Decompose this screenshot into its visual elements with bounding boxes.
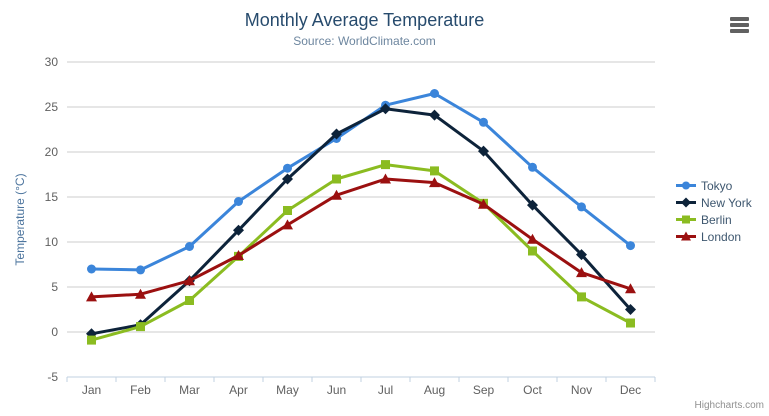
chart-subtitle: Source: WorldClimate.com	[293, 34, 436, 48]
data-point-tokyo[interactable]	[185, 242, 194, 251]
data-point-london[interactable]	[527, 233, 538, 244]
x-axis-label: Sep	[473, 383, 495, 397]
square-marker-icon	[676, 215, 696, 224]
hamburger-icon	[730, 17, 749, 21]
series-line-berlin[interactable]	[90, 163, 632, 342]
data-point-new-york[interactable]	[429, 109, 440, 121]
x-axis-label: Jun	[327, 383, 346, 397]
data-point-tokyo[interactable]	[283, 163, 292, 173]
data-point-berlin[interactable]	[136, 322, 145, 332]
data-point-new-york[interactable]	[331, 128, 342, 140]
legend-item-new-york[interactable]: New York	[676, 194, 752, 211]
data-point-berlin[interactable]	[430, 166, 439, 176]
data-point-london[interactable]	[331, 189, 342, 200]
data-point-tokyo[interactable]	[87, 264, 96, 274]
y-axis-tick-label: 10	[45, 235, 59, 249]
legend-label: New York	[701, 195, 752, 210]
y-axis-tick-label: -5	[47, 370, 58, 384]
data-point-tokyo[interactable]	[136, 265, 145, 275]
data-point-berlin[interactable]	[332, 174, 341, 184]
chart-title: Monthly Average Temperature	[244, 10, 485, 30]
legend: Tokyo New York Berlin London	[676, 177, 752, 245]
y-axis-tick-label: 30	[45, 55, 59, 69]
series-line-new-york[interactable]	[90, 107, 632, 336]
diamond-marker-icon	[681, 197, 691, 208]
triangle-marker-icon	[681, 231, 691, 241]
y-axis-tick-label: 0	[51, 325, 58, 339]
data-point-london[interactable]	[86, 291, 97, 302]
data-point-berlin[interactable]	[381, 160, 390, 170]
data-point-new-york[interactable]	[282, 173, 293, 185]
hamburger-icon	[730, 29, 749, 33]
data-point-london[interactable]	[625, 283, 636, 294]
legend-label: London	[701, 229, 742, 244]
y-axis-tick-label: 20	[45, 145, 59, 159]
series-london[interactable]	[86, 173, 636, 302]
legend-item-london[interactable]: London	[676, 228, 752, 245]
series-tokyo[interactable]	[87, 89, 635, 275]
legend-label: Berlin	[701, 212, 732, 227]
data-point-london[interactable]	[184, 275, 195, 286]
x-axis-label: Nov	[571, 383, 592, 397]
x-axis-label: Mar	[179, 383, 200, 397]
x-axis-label: May	[276, 383, 299, 397]
data-point-new-york[interactable]	[478, 145, 489, 157]
data-point-london[interactable]	[135, 288, 146, 299]
y-axis-tick-label: 25	[45, 100, 59, 114]
x-axis-label: Oct	[523, 383, 542, 397]
data-point-new-york[interactable]	[625, 304, 636, 315]
data-point-berlin[interactable]	[528, 246, 537, 256]
data-point-tokyo[interactable]	[626, 241, 635, 251]
triangle-marker-icon	[676, 231, 696, 241]
legend-label: Tokyo	[701, 178, 733, 193]
data-point-new-york[interactable]	[527, 199, 538, 211]
diamond-marker-icon	[676, 197, 696, 208]
data-point-london[interactable]	[429, 177, 440, 188]
x-axis-label: Aug	[424, 383, 445, 397]
data-point-tokyo[interactable]	[234, 197, 243, 206]
context-menu-button[interactable]	[728, 13, 751, 37]
data-point-berlin[interactable]	[577, 292, 586, 302]
data-point-tokyo[interactable]	[430, 89, 439, 98]
data-point-berlin[interactable]	[87, 335, 96, 345]
data-point-london[interactable]	[282, 219, 293, 230]
x-axis-label: Jan	[82, 383, 101, 397]
legend-item-berlin[interactable]: Berlin	[676, 211, 752, 228]
series-line-london[interactable]	[90, 177, 632, 299]
data-point-berlin[interactable]	[283, 206, 292, 215]
circle-marker-icon	[676, 181, 696, 190]
x-axis-label: Dec	[620, 383, 641, 397]
data-point-tokyo[interactable]	[479, 117, 488, 127]
data-point-london[interactable]	[576, 267, 587, 278]
y-axis-tick-label: 15	[45, 190, 59, 204]
data-point-tokyo[interactable]	[528, 162, 537, 172]
data-point-london[interactable]	[478, 198, 489, 209]
square-marker-icon	[682, 215, 690, 224]
data-point-berlin[interactable]	[626, 318, 635, 328]
data-point-berlin[interactable]	[185, 296, 194, 305]
x-axis-label: Apr	[229, 383, 248, 397]
data-point-tokyo[interactable]	[577, 202, 586, 212]
data-point-new-york[interactable]	[576, 249, 587, 261]
circle-marker-icon	[682, 181, 690, 190]
x-axis-label: Jul	[378, 383, 393, 397]
legend-item-tokyo[interactable]: Tokyo	[676, 177, 752, 194]
data-point-london[interactable]	[380, 173, 391, 184]
y-axis-tick-label: 5	[51, 280, 58, 294]
data-point-new-york[interactable]	[380, 103, 391, 115]
series-new-york[interactable]	[86, 103, 636, 340]
y-axis-title: Temperature (°C)	[13, 173, 27, 265]
hamburger-icon	[730, 23, 749, 27]
data-point-london[interactable]	[233, 250, 244, 260]
x-axis-label: Feb	[130, 383, 151, 397]
credits-link[interactable]: Highcharts.com	[694, 400, 764, 411]
data-point-new-york[interactable]	[233, 224, 244, 236]
